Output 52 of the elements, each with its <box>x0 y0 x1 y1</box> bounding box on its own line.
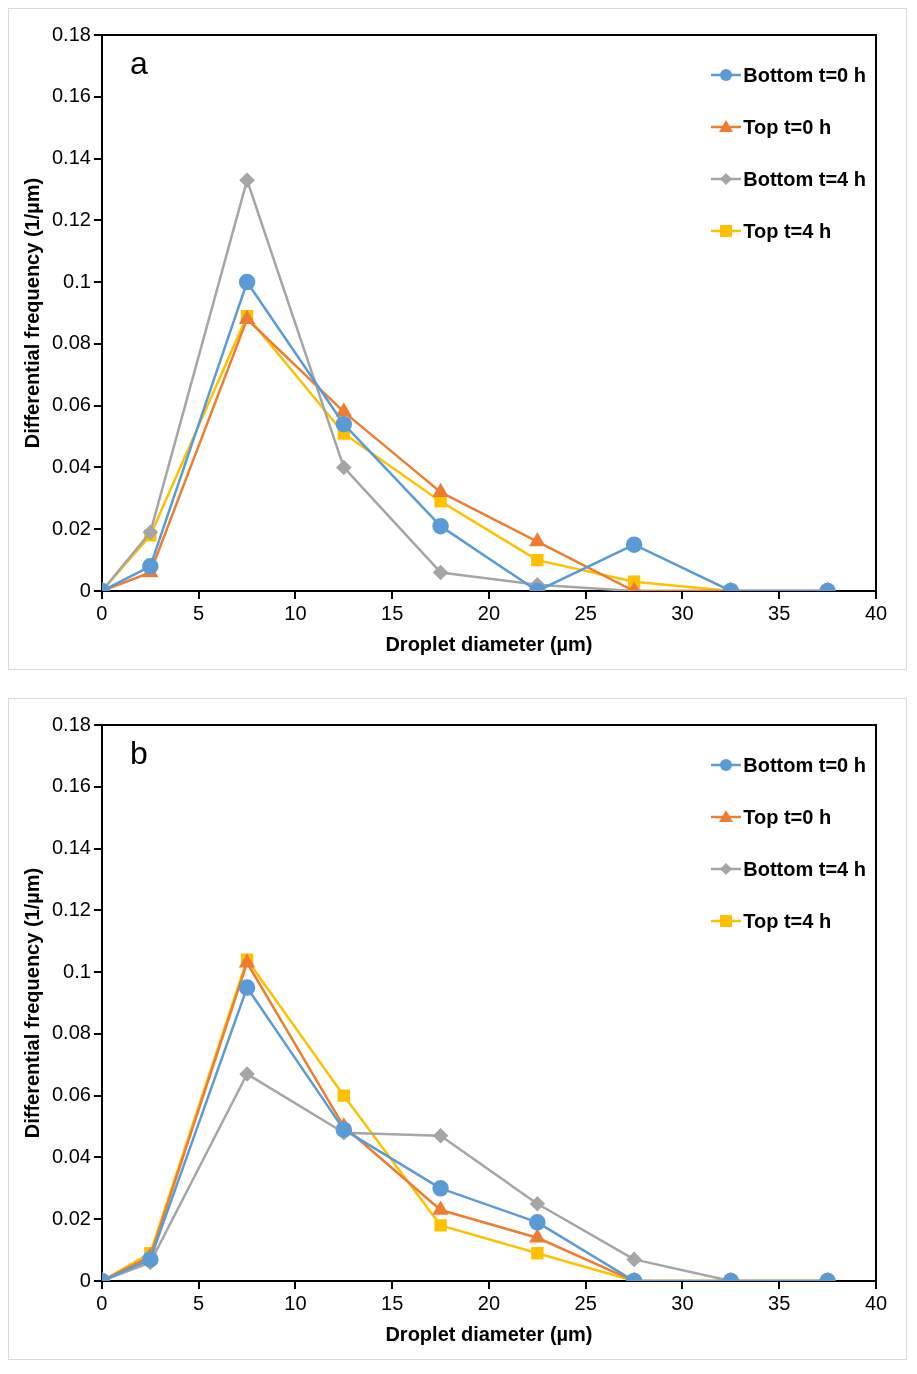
x-tick-label: 40 <box>864 601 888 624</box>
y-tick-label: 0.16 <box>51 84 91 107</box>
annotation: a <box>129 44 148 81</box>
y-tick-label: 0.04 <box>51 1144 91 1167</box>
x-tick-label: 30 <box>671 601 694 624</box>
legend-label: Bottom t=0 h <box>743 753 866 777</box>
legend-label: Bottom t=0 h <box>743 63 866 87</box>
y-tick-label: 0.06 <box>51 393 91 416</box>
x-tick-label: 35 <box>768 1291 791 1314</box>
legend-label: Top t=4 h <box>743 909 832 933</box>
y-axis-title: Differential frequency (1/µm) <box>20 867 43 1139</box>
x-axis-title: Droplet diameter (µm) <box>385 1322 593 1345</box>
annotation: b <box>129 734 148 771</box>
y-tick-label: 0.02 <box>51 516 91 539</box>
x-tick-label: 25 <box>574 601 597 624</box>
y-tick-label: 0.12 <box>51 897 91 920</box>
y-tick-label: 0.08 <box>51 331 91 354</box>
y-tick-label: 0.18 <box>51 22 91 45</box>
x-tick-label: 30 <box>671 1291 694 1314</box>
y-tick-label: 0.04 <box>51 454 91 477</box>
y-tick-label: 0.18 <box>51 712 91 735</box>
y-tick-label: 0.02 <box>51 1206 91 1229</box>
legend-label: Bottom t=4 h <box>743 857 866 881</box>
y-tick-label: 0.1 <box>63 959 91 982</box>
x-tick-label: 0 <box>96 601 108 624</box>
x-tick-label: 20 <box>477 601 501 624</box>
y-tick-label: 0.16 <box>51 774 91 797</box>
x-tick-label: 0 <box>96 1291 108 1314</box>
legend-label: Top t=4 h <box>743 219 832 243</box>
legend-label: Top t=0 h <box>743 115 832 139</box>
y-tick-label: 0.06 <box>51 1083 91 1106</box>
y-tick-label: 0 <box>79 578 91 601</box>
x-tick-label: 15 <box>381 1291 404 1314</box>
y-tick-label: 0.14 <box>51 146 91 169</box>
y-axis-title: Differential frequency (1/µm) <box>20 177 43 449</box>
x-tick-label: 15 <box>381 601 404 624</box>
x-tick-label: 20 <box>477 1291 501 1314</box>
legend-label: Top t=0 h <box>743 805 832 829</box>
x-tick-label: 35 <box>768 601 791 624</box>
y-tick-label: 0.08 <box>51 1021 91 1044</box>
legend-label: Bottom t=4 h <box>743 167 866 191</box>
x-tick-label: 10 <box>284 601 307 624</box>
y-tick-label: 0.12 <box>51 207 91 230</box>
x-axis-title: Droplet diameter (µm) <box>385 632 593 655</box>
x-tick-label: 5 <box>193 1291 205 1314</box>
x-tick-label: 25 <box>574 1291 597 1314</box>
y-tick-label: 0 <box>79 1268 91 1291</box>
x-tick-label: 40 <box>864 1291 888 1314</box>
x-tick-label: 10 <box>284 1291 307 1314</box>
y-tick-label: 0.1 <box>63 269 91 292</box>
x-tick-label: 5 <box>193 601 205 624</box>
y-tick-label: 0.14 <box>51 836 91 859</box>
